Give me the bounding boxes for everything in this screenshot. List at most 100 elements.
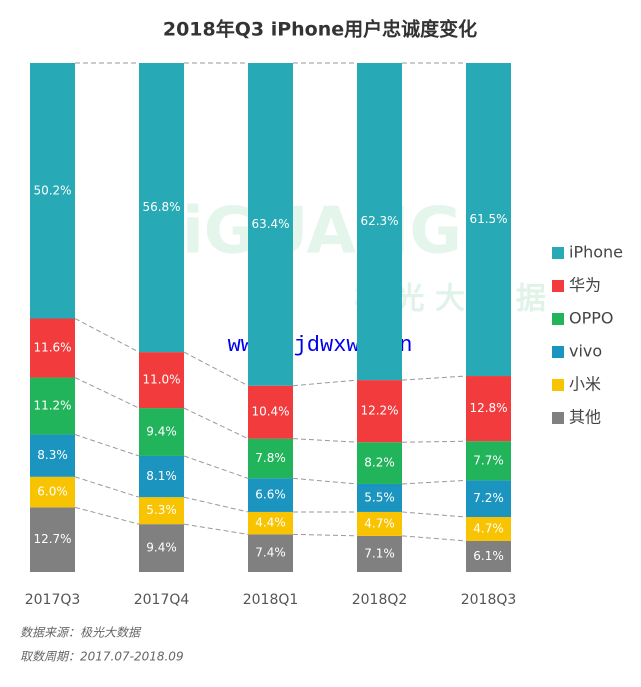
bar-segment [139, 63, 184, 353]
note: 数据来源：极光大数据 [20, 626, 142, 640]
connector [74, 318, 140, 353]
data-label: 8.1% [146, 469, 177, 483]
data-label: 9.4% [146, 541, 177, 555]
bar-segment [139, 352, 184, 409]
legend-label: iPhone [569, 243, 623, 262]
data-label: 4.7% [364, 516, 395, 530]
bar-segment [357, 380, 402, 443]
bar-segment [139, 524, 184, 572]
data-label: 6.1% [473, 549, 504, 563]
bar-segment [248, 534, 293, 572]
bar-segment [248, 63, 293, 386]
bar-segment [357, 442, 402, 484]
legend-label: 其他 [569, 408, 601, 427]
note: 取数周期：2017.07-2018.09 [20, 650, 184, 664]
bar-segment [357, 535, 402, 572]
data-label: 6.6% [255, 488, 286, 502]
data-label: 7.1% [364, 546, 395, 560]
watermark: JiGUANG [154, 195, 462, 269]
data-label: 11.2% [33, 399, 71, 413]
data-label: 8.2% [364, 456, 395, 470]
connector [183, 496, 249, 513]
legend-swatch [552, 379, 564, 391]
connector [74, 476, 140, 498]
data-label: 7.7% [473, 453, 504, 467]
x-tick-label: 2017Q4 [134, 592, 190, 608]
data-label: 5.3% [146, 503, 177, 517]
bar-segment [139, 455, 184, 498]
data-label: 7.4% [255, 546, 286, 560]
legend-swatch [552, 280, 564, 292]
x-tick-label: 2018Q2 [352, 592, 408, 608]
connector [401, 511, 467, 518]
legend-label: 华为 [569, 276, 601, 295]
legend-swatch [552, 313, 564, 325]
connector [74, 434, 140, 457]
bar-segment [30, 507, 75, 572]
connector [401, 440, 467, 443]
bar-segment [357, 63, 402, 381]
data-label: 12.7% [33, 532, 71, 546]
data-label: 63.4% [251, 217, 289, 231]
legend-swatch [552, 412, 564, 424]
data-label: 50.2% [33, 183, 71, 197]
bar-segment [30, 63, 75, 319]
bar-segment [248, 385, 293, 439]
bar-segment [357, 511, 402, 536]
data-label: 56.8% [142, 200, 180, 214]
connector [401, 535, 467, 542]
data-label: 10.4% [251, 405, 289, 419]
bar-segment [248, 511, 293, 535]
data-label: 4.4% [255, 516, 286, 530]
data-label: 7.8% [255, 451, 286, 465]
data-label: 11.6% [33, 341, 71, 355]
connector [292, 379, 358, 387]
bar-segment [139, 497, 184, 525]
bar-segment [139, 408, 184, 456]
bar-segment [466, 540, 511, 572]
data-label: 11.0% [142, 373, 180, 387]
data-label: 12.2% [360, 404, 398, 418]
chart-title: 2018年Q3 iPhone用户忠诚度变化 [163, 18, 477, 41]
x-tick-label: 2017Q3 [25, 592, 81, 608]
legend-label: OPPO [569, 309, 613, 328]
data-label: 6.0% [37, 485, 68, 499]
data-label: 62.3% [360, 214, 398, 228]
connector [183, 407, 249, 440]
legend-label: 小米 [569, 375, 601, 394]
x-tick-label: 2018Q3 [461, 592, 517, 608]
connector [401, 375, 467, 381]
bar-segment [248, 438, 293, 479]
connector [292, 438, 358, 443]
bar-segment [466, 517, 511, 541]
data-label: 12.8% [469, 401, 507, 415]
connector [74, 506, 140, 525]
data-label: 4.7% [473, 521, 504, 535]
legend-swatch [552, 346, 564, 358]
bar-segment [466, 480, 511, 518]
connector [183, 351, 249, 387]
data-label: 7.2% [473, 491, 504, 505]
bar-segment [30, 434, 75, 477]
bar-segment [30, 318, 75, 378]
connector [401, 479, 467, 485]
connector [183, 523, 249, 535]
bar-segment [30, 476, 75, 508]
bar-segment [357, 483, 402, 512]
bar-segment [30, 377, 75, 435]
x-tick-label: 2018Q1 [243, 592, 299, 608]
bar-segment [466, 376, 511, 442]
bar-segment [248, 478, 293, 512]
data-label: 5.5% [364, 490, 395, 504]
bar-segment [466, 63, 511, 377]
legend-swatch [552, 247, 564, 259]
connector [292, 533, 358, 537]
connector [183, 455, 249, 479]
connector [74, 377, 140, 409]
connector [292, 477, 358, 485]
bar-segment [466, 441, 511, 481]
data-label: 61.5% [469, 212, 507, 226]
data-label: 8.3% [37, 448, 68, 462]
data-label: 9.4% [146, 425, 177, 439]
